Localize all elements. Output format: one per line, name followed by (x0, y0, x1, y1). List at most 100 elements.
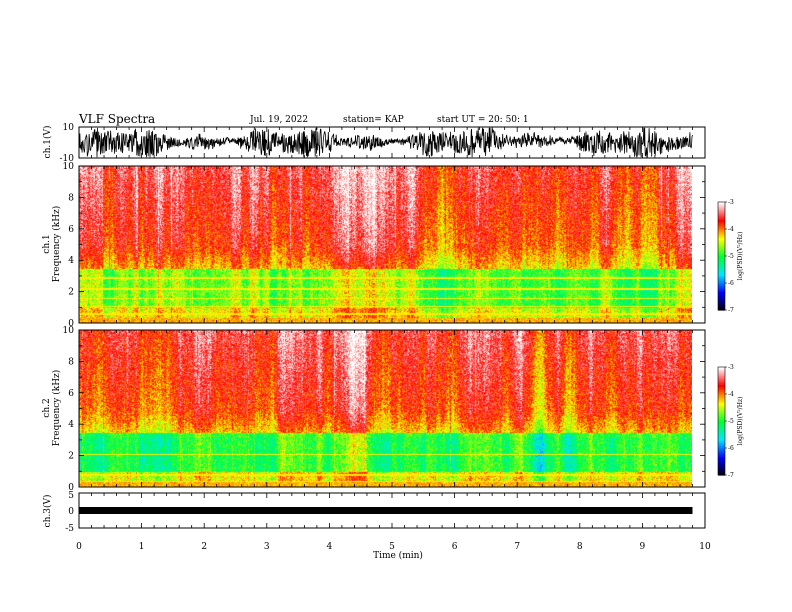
colorbar-swatch (718, 288, 725, 291)
time-tick-label: 8 (577, 542, 583, 552)
colorbar-swatch (718, 302, 725, 306)
colorbar-swatch (718, 299, 725, 302)
colorbar-swatch (718, 227, 725, 230)
start-time-label: start UT = 20: 50: 1 (437, 115, 529, 125)
ch1-spectrogram-ylabel-frequency: Frequency (kHz) (51, 206, 62, 283)
colorbar-swatch (718, 422, 725, 426)
colorbar-swatch (718, 214, 725, 217)
date-label: Jul. 19, 2022 (249, 115, 308, 125)
time-tick-label: 1 (139, 542, 145, 552)
colorbar-swatch (718, 385, 725, 388)
colorbar-swatch (718, 473, 725, 476)
colorbar-swatch (718, 388, 725, 391)
ch1-waveform-ylabel: ch.1(V) (42, 126, 53, 159)
frequency-tick-label: 4 (68, 420, 74, 430)
colorbar-swatch (718, 462, 725, 465)
colorbar-swatch (718, 449, 725, 453)
colorbar-tick-label: -7 (728, 307, 734, 314)
colorbar-tick-label: -3 (728, 199, 734, 206)
ch1-spectrogram-panel: 0 2 4 6 8 10 ch.1 Frequency (kHz) (42, 162, 706, 329)
ch1-spectrogram-ylabel-channel: ch.1 (42, 234, 52, 253)
colorbar-swatch (718, 413, 725, 417)
colorbar-swatch (718, 283, 725, 286)
colorbar-tick-label: -4 (728, 391, 734, 398)
colorbar-swatch (718, 232, 725, 235)
colorbar-swatch (718, 241, 725, 244)
colorbar-swatch (718, 301, 725, 304)
colorbar-swatch (718, 223, 725, 226)
ch2-spectrogram-ylabel-channel: ch.2 (42, 398, 52, 417)
frequency-tick-label: 8 (68, 357, 74, 367)
ch2-spectrogram-ylabel-frequency: Frequency (kHz) (51, 370, 62, 447)
time-tick-label: 7 (514, 542, 520, 552)
colorbar-swatch (718, 419, 725, 422)
ch3-ytick-top: 5 (68, 491, 74, 501)
colorbar-swatch (718, 421, 725, 424)
colorbar-swatch (718, 455, 725, 458)
frequency-tick-label: 8 (68, 193, 74, 203)
colorbar-tick-label: -3 (728, 364, 734, 371)
colorbar-swatch (718, 290, 725, 293)
colorbar-swatch (718, 426, 725, 429)
colorbar-swatch (718, 216, 725, 219)
colorbar-swatch (718, 390, 725, 393)
colorbar-swatch (718, 292, 725, 295)
colorbar-swatch (718, 238, 725, 241)
colorbar-swatch (718, 467, 725, 471)
colorbar-swatch (718, 236, 725, 239)
ch1-colorbar: -3 -4 -5 -6 -7 log(PSD)(V²/Hz) (717, 199, 744, 314)
colorbar-swatch (718, 464, 725, 467)
colorbar-swatch (718, 266, 725, 270)
colorbar-swatch (718, 430, 725, 433)
ch3-waveform-trace (79, 507, 693, 514)
colorbar-swatch (718, 212, 725, 216)
colorbar-swatch (718, 394, 725, 397)
colorbar-swatch (718, 439, 725, 442)
colorbar-swatch (718, 265, 725, 268)
frequency-tick-label: 0 (68, 483, 74, 493)
colorbar-swatch (718, 202, 725, 205)
colorbar-swatch (718, 272, 725, 275)
colorbar-swatch (718, 279, 725, 282)
colorbar-swatch (718, 442, 725, 445)
colorbar-swatch (718, 466, 725, 469)
colorbar-swatch (718, 263, 725, 266)
time-axis-label: Time (min) (373, 550, 423, 561)
colorbar-swatch (718, 440, 725, 444)
colorbar-swatch (718, 433, 725, 436)
colorbar-swatch (718, 424, 725, 427)
time-tick-label: 4 (327, 542, 333, 552)
frequency-tick-label: 2 (68, 288, 74, 298)
time-tick-label: 9 (640, 542, 646, 552)
colorbar-tick-label: -6 (728, 445, 734, 452)
colorbar-swatch (718, 205, 725, 208)
colorbar-swatch (718, 431, 725, 435)
colorbar-swatch (718, 207, 725, 210)
ch1-spectrogram-yaxis: 0 2 4 6 8 10 (63, 162, 705, 329)
colorbar-swatch (718, 415, 725, 418)
frequency-tick-label: 4 (68, 256, 74, 266)
colorbar-swatch (718, 401, 725, 404)
colorbar-swatch (718, 239, 725, 243)
time-tick-label: 0 (76, 542, 82, 552)
colorbar-swatch (718, 297, 725, 300)
colorbar-swatch (718, 451, 725, 454)
colorbar-swatch (718, 435, 725, 438)
time-tick-label: 5 (389, 542, 395, 552)
colorbar-swatch (718, 368, 725, 372)
time-tick-label: 2 (201, 542, 207, 552)
ch1-waveform-line (78, 127, 693, 158)
colorbar-tick-label: -5 (728, 253, 734, 260)
colorbar-swatch (718, 268, 725, 271)
figure-title: VLF Spectra (78, 112, 155, 126)
colorbar-swatch (718, 406, 725, 409)
colorbar-swatch (718, 247, 725, 250)
colorbar-swatch (718, 392, 725, 395)
time-axis: 0 1 2 3 4 5 6 7 8 9 10 (76, 542, 711, 552)
colorbar-swatch (718, 469, 725, 472)
time-tick-label: 3 (264, 542, 270, 552)
frequency-tick-label: 0 (68, 319, 74, 329)
colorbar-swatch (718, 220, 725, 223)
colorbar-swatch (718, 243, 725, 246)
colorbar-swatch (718, 383, 725, 386)
